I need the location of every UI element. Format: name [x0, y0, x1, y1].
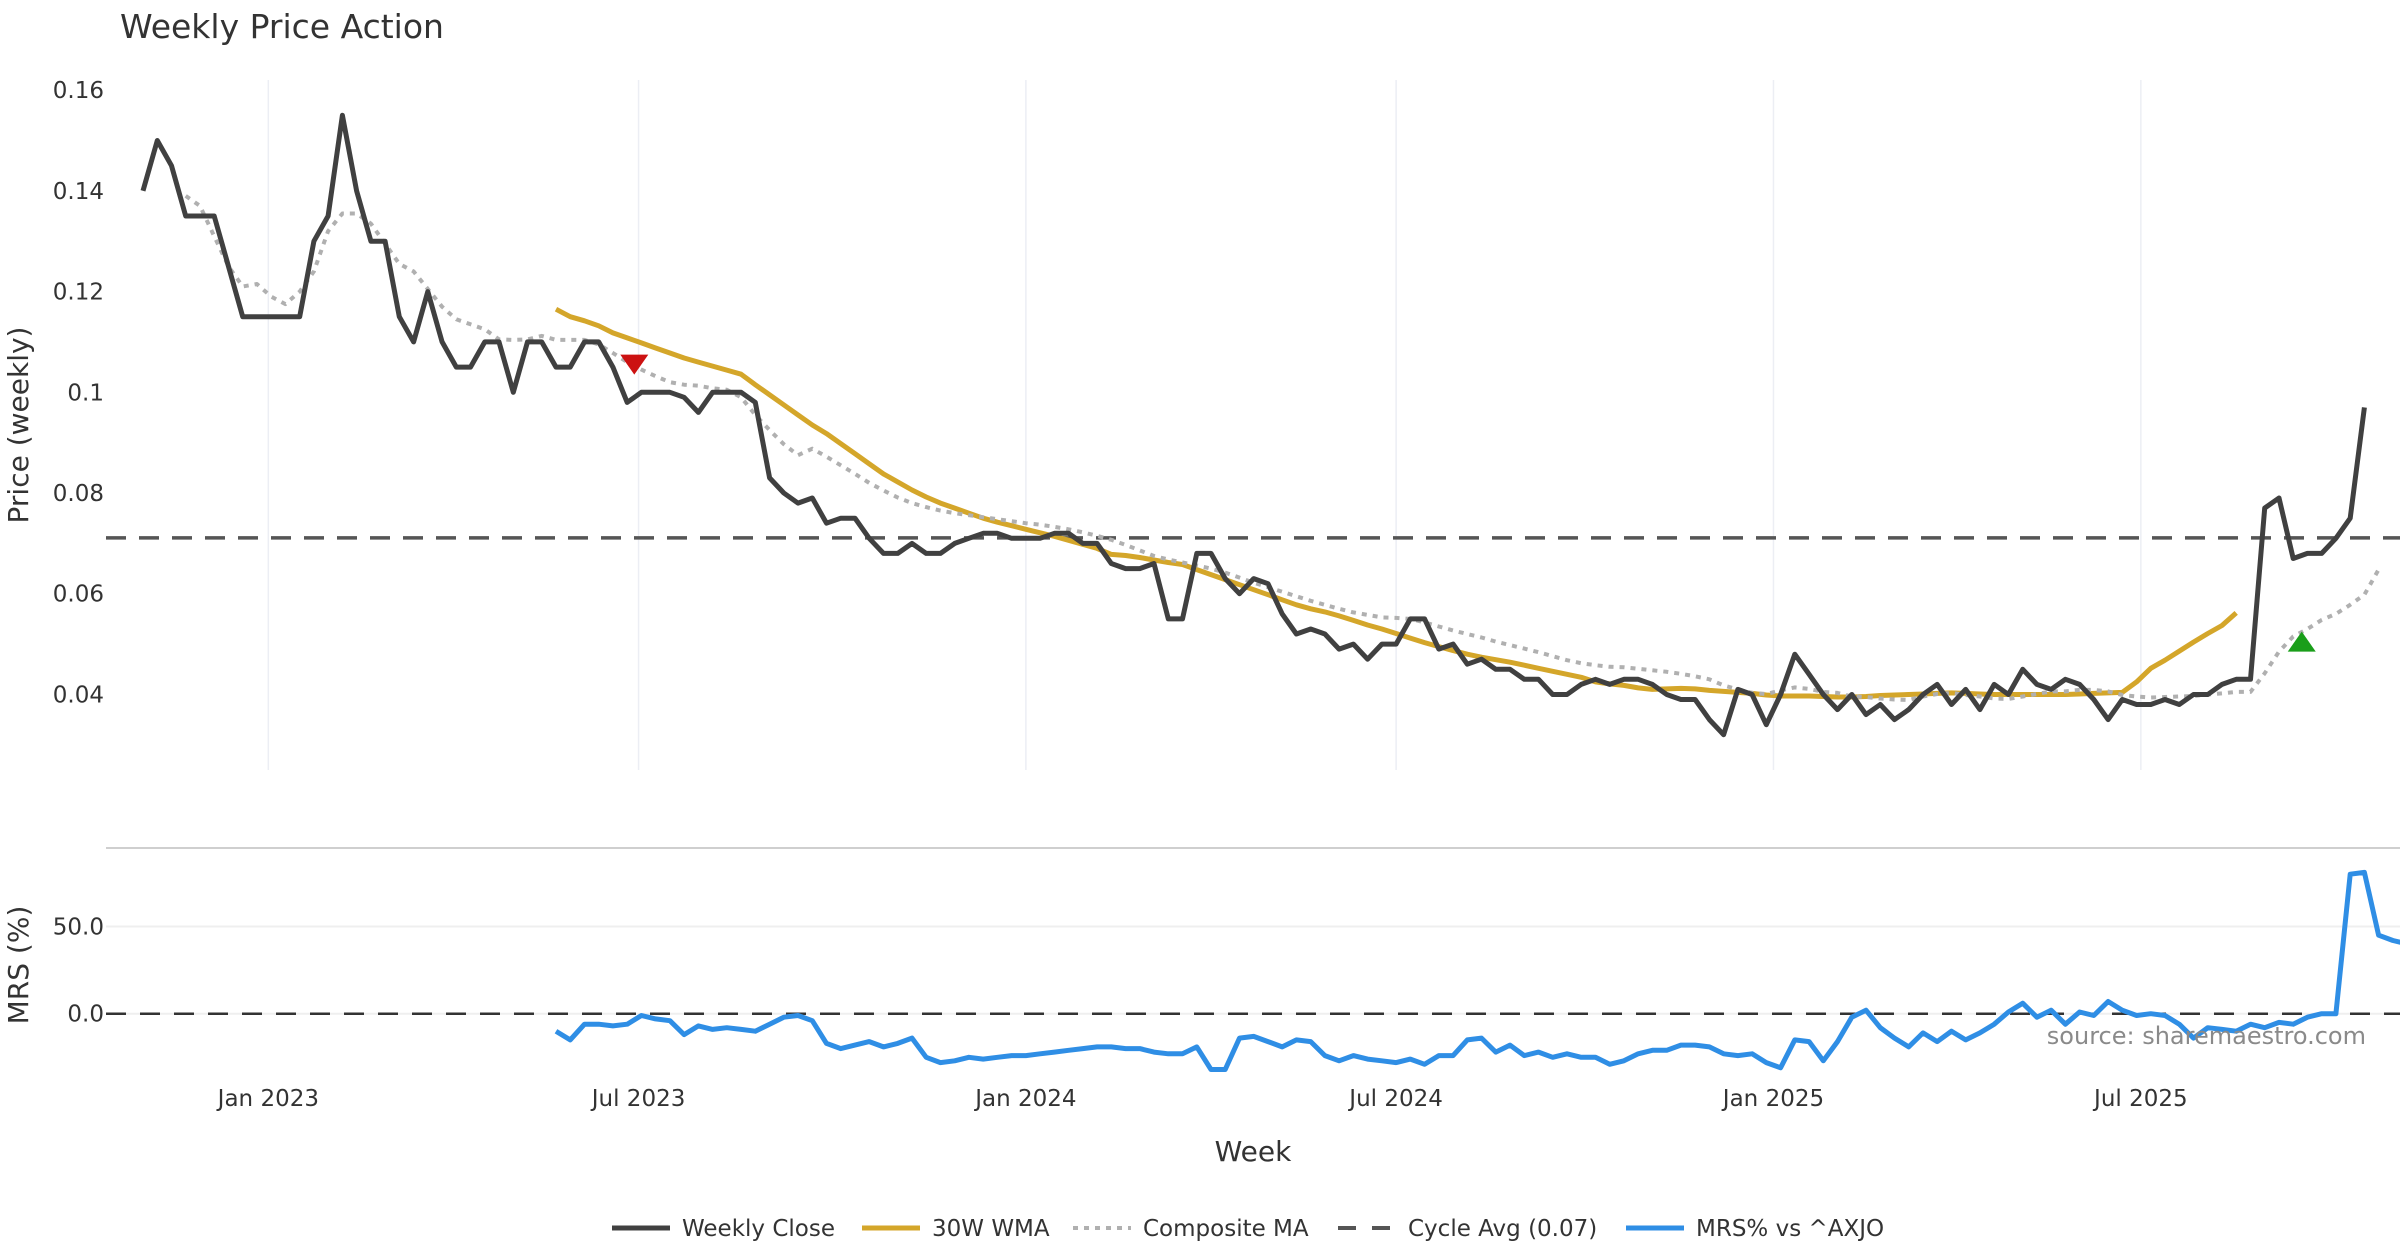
legend-item: Composite MA — [1073, 1216, 1309, 1242]
sell-signal-marker — [620, 354, 649, 375]
x-tick-label: Jul 2025 — [2092, 1086, 2188, 1112]
mrs-y-tick-label: 0.0 — [67, 1002, 104, 1028]
y-tick-label: 0.1 — [67, 380, 104, 406]
x-tick-label: Jan 2025 — [1721, 1086, 1824, 1112]
mrs-line — [554, 869, 2400, 1072]
y-tick-label: 0.14 — [53, 179, 104, 205]
buy-signal-marker — [2287, 631, 2316, 652]
price-y-axis-label: Price (weekly) — [2, 327, 35, 524]
y-tick-label: 0.16 — [53, 78, 104, 104]
x-ticks: Jan 2023 Jul 2023 Jan 2024 Jul 2024 Jan 2025… — [216, 1086, 2188, 1112]
price-y-ticks: 0.04 0.06 0.08 0.1 0.12 0.14 0.16 — [53, 78, 104, 708]
x-axis-label: Week — [1215, 1135, 1292, 1168]
x-tick-label: Jul 2024 — [1347, 1086, 1443, 1112]
mrs-y-ticks: 0.0 50.0 — [53, 914, 104, 1027]
legend-label: Composite MA — [1143, 1216, 1309, 1242]
legend-item: Cycle Avg (0.07) — [1338, 1216, 1597, 1242]
x-tick-label: Jan 2024 — [973, 1086, 1076, 1112]
legend: Weekly Close 30W WMA Composite MA Cycle Avg… — [612, 1216, 1884, 1242]
y-tick-label: 0.12 — [53, 280, 104, 306]
x-tick-label: Jul 2023 — [590, 1086, 686, 1112]
legend-label: Cycle Avg (0.07) — [1408, 1216, 1597, 1242]
legend-item: MRS% vs ^AXJO — [1626, 1216, 1884, 1242]
x-tick-label: Jan 2023 — [216, 1086, 319, 1112]
composite-ma-line — [184, 194, 2381, 702]
price-markers — [620, 354, 2316, 652]
legend-label: Weekly Close — [682, 1216, 835, 1242]
legend-item: Weekly Close — [612, 1216, 835, 1242]
chart-title: Weekly Price Action — [120, 7, 444, 46]
price-grid — [267, 80, 2142, 770]
y-tick-label: 0.04 — [53, 682, 104, 708]
source-annotation: source: sharemaestro.com — [2047, 1022, 2366, 1050]
mrs-grid — [106, 925, 2400, 1015]
mrs-series — [106, 869, 2400, 1072]
y-tick-label: 0.06 — [53, 582, 104, 608]
mrs-y-tick-label: 50.0 — [53, 914, 104, 940]
legend-item: 30W WMA — [862, 1216, 1050, 1242]
legend-label: 30W WMA — [932, 1216, 1050, 1242]
legend-label: MRS% vs ^AXJO — [1696, 1216, 1884, 1242]
weekly-close-line — [140, 112, 2367, 738]
mrs-y-axis-label: MRS (%) — [2, 906, 35, 1025]
price-series — [106, 112, 2400, 738]
y-tick-label: 0.08 — [53, 481, 104, 507]
